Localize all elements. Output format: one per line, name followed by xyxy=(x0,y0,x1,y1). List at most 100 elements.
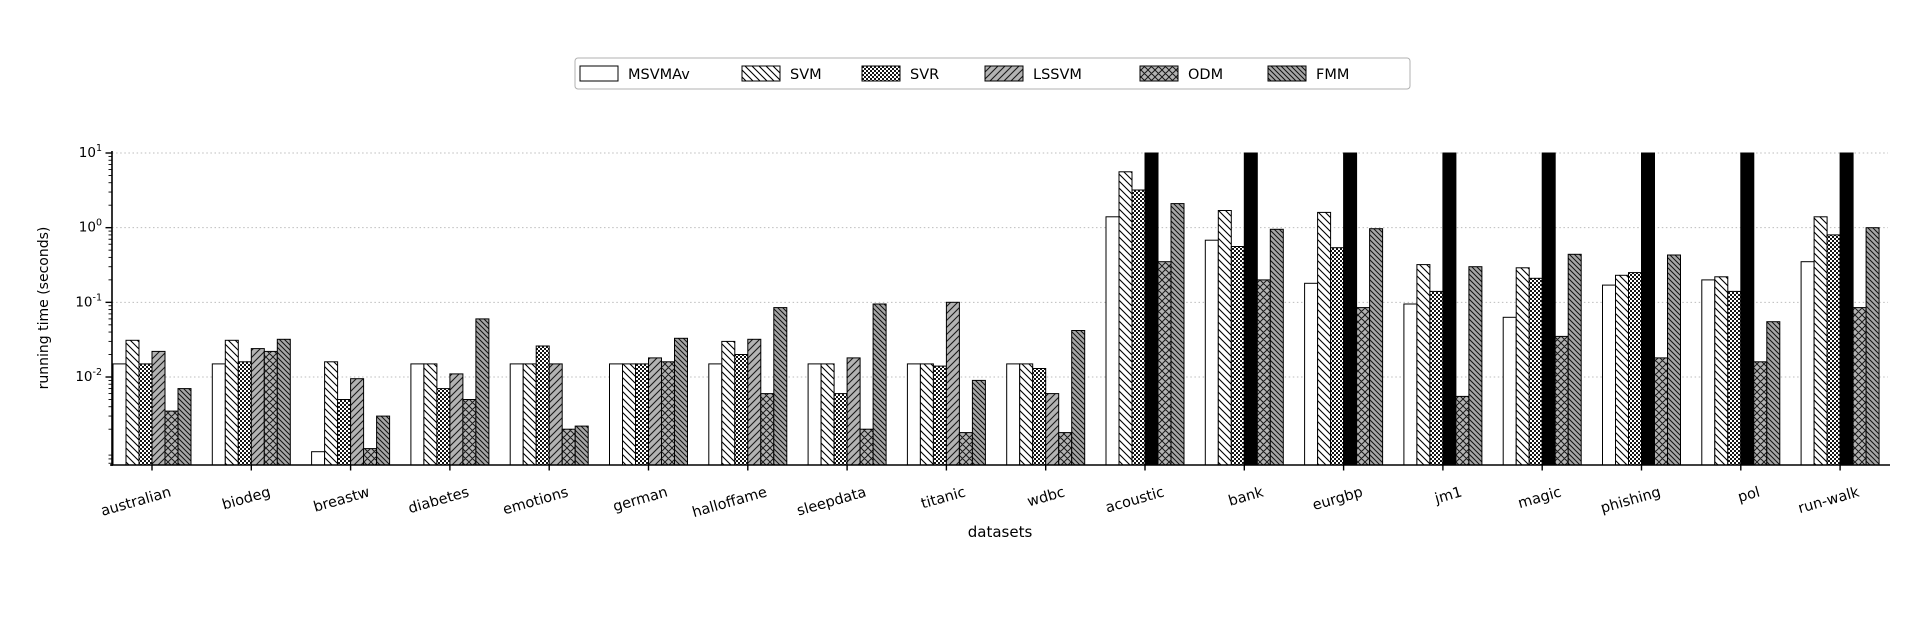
bar-svm-magic xyxy=(1515,267,1530,466)
legend-swatch-svr xyxy=(861,65,901,82)
x-tick-label-australian: australian xyxy=(99,484,173,519)
bar-odm-german xyxy=(661,361,675,466)
y-tick-label: 10-2 xyxy=(75,367,102,385)
bar-msvmav-eurgbp xyxy=(1304,282,1319,466)
bar-fmm-phishing xyxy=(1667,254,1681,466)
bar-fmm-australian xyxy=(177,388,192,466)
legend-label-svr: SVR xyxy=(910,67,939,83)
bar-svm-wdbc xyxy=(1019,363,1034,466)
bar-svr-german xyxy=(635,363,649,466)
x-tick-label-bank: bank xyxy=(1227,484,1266,509)
bar-odm-biodeg xyxy=(263,350,278,466)
bar-msvmav-jm1 xyxy=(1403,303,1418,466)
bar-fmm-titanic xyxy=(971,379,986,466)
bar-svr-wdbc xyxy=(1032,368,1047,466)
bar-svr-halloffame xyxy=(734,354,749,466)
bar-odm-phishing xyxy=(1654,357,1668,466)
bar-msvmav-emotions xyxy=(509,363,524,466)
bar-lssvm-eurgbp xyxy=(1343,152,1358,466)
bar-lssvm-halloffame xyxy=(747,338,762,466)
bar-fmm-emotions xyxy=(574,425,589,466)
axes xyxy=(105,151,1890,471)
bar-fmm-run-walk xyxy=(1865,227,1880,466)
bar-odm-pol xyxy=(1753,361,1768,466)
bar-svr-diabetes xyxy=(436,388,451,466)
bar-fmm-jm1 xyxy=(1468,266,1483,466)
x-tick-label-emotions: emotions xyxy=(501,484,570,518)
bar-svm-australian xyxy=(125,339,140,466)
bar-svr-bank xyxy=(1230,246,1245,466)
bar-lssvm-titanic xyxy=(945,301,960,466)
bar-lssvm-wdbc xyxy=(1045,393,1060,466)
bar-svm-run-walk xyxy=(1813,216,1828,466)
bar-svm-acoustic xyxy=(1118,171,1133,466)
x-tick-label-magic: magic xyxy=(1516,484,1563,512)
bar-lssvm-sleepdata xyxy=(846,357,861,466)
bar-svm-german xyxy=(622,363,636,466)
y-axis-label: running time (seconds) xyxy=(36,227,52,390)
bar-svr-pol xyxy=(1727,290,1742,466)
x-tick-label-phishing: phishing xyxy=(1599,484,1663,516)
bar-lssvm-german xyxy=(648,357,662,466)
bar-odm-jm1 xyxy=(1455,395,1470,466)
bar-msvmav-sleepdata xyxy=(807,363,822,466)
bar-msvmav-magic xyxy=(1502,316,1517,466)
bar-svr-titanic xyxy=(932,365,947,466)
bar-lssvm-jm1 xyxy=(1442,152,1457,466)
bar-svr-emotions xyxy=(535,345,550,466)
bar-lssvm-bank xyxy=(1243,152,1258,466)
x-tick-label-run-walk: run-walk xyxy=(1796,484,1861,517)
bar-msvmav-run-walk xyxy=(1800,261,1815,466)
bar-svr-acoustic xyxy=(1131,189,1146,466)
bar-msvmav-german xyxy=(609,363,623,466)
bar-svm-jm1 xyxy=(1416,264,1431,466)
bar-fmm-breastw xyxy=(376,415,391,466)
bar-svm-phishing xyxy=(1615,274,1629,466)
bar-fmm-diabetes xyxy=(475,318,490,466)
legend-swatch-fmm xyxy=(1267,65,1307,82)
x-tick-label-jm1: jm1 xyxy=(1432,484,1464,507)
bar-odm-sleepdata xyxy=(859,428,874,466)
bar-svm-eurgbp xyxy=(1317,211,1332,466)
bar-odm-bank xyxy=(1256,279,1271,466)
bar-svr-biodeg xyxy=(237,361,252,466)
bar-odm-emotions xyxy=(561,428,576,466)
legend: MSVMAv SVM SVR LSSVM ODM FMM xyxy=(574,57,1411,90)
bar-svm-diabetes xyxy=(423,363,438,466)
bar-fmm-acoustic xyxy=(1170,203,1185,466)
legend-label-odm: ODM xyxy=(1188,67,1223,83)
x-tick-label-sleepdata: sleepdata xyxy=(795,484,868,519)
x-tick-label-acoustic: acoustic xyxy=(1104,484,1166,516)
bar-msvmav-acoustic xyxy=(1105,216,1120,466)
bar-odm-run-walk xyxy=(1852,307,1867,466)
bar-odm-diabetes xyxy=(462,399,477,466)
bar-msvmav-australian xyxy=(112,363,127,466)
bar-lssvm-acoustic xyxy=(1144,152,1159,466)
bar-fmm-eurgbp xyxy=(1369,228,1384,466)
x-tick-label-titanic: titanic xyxy=(919,484,967,512)
bar-lssvm-pol xyxy=(1740,152,1755,466)
x-tick-label-breastw: breastw xyxy=(312,484,372,515)
x-tick-label-pol: pol xyxy=(1736,484,1762,505)
bar-odm-eurgbp xyxy=(1356,307,1371,466)
legend-label-msvmav: MSVMAv xyxy=(628,67,690,83)
bars xyxy=(112,152,1880,466)
bar-odm-titanic xyxy=(958,432,973,466)
bar-lssvm-breastw xyxy=(350,378,365,466)
bar-lssvm-run-walk xyxy=(1839,152,1854,466)
legend-label-fmm: FMM xyxy=(1316,67,1349,83)
bar-svr-australian xyxy=(138,363,153,466)
bar-svm-titanic xyxy=(919,363,934,466)
bar-fmm-magic xyxy=(1567,253,1582,466)
bar-msvmav-halloffame xyxy=(708,363,723,466)
bar-svm-pol xyxy=(1714,276,1729,466)
x-tick-label-german: german xyxy=(611,484,669,515)
y-tick-labels: 101 100 10-1 10-2 xyxy=(75,143,102,385)
bar-fmm-pol xyxy=(1766,321,1781,466)
legend-label-lssvm: LSSVM xyxy=(1033,67,1082,83)
legend-swatch-lssvm xyxy=(984,65,1024,82)
bar-svr-magic xyxy=(1528,277,1543,466)
bar-odm-acoustic xyxy=(1157,261,1172,466)
x-tick-label-eurgbp: eurgbp xyxy=(1311,484,1365,514)
bar-lssvm-magic xyxy=(1541,152,1556,466)
